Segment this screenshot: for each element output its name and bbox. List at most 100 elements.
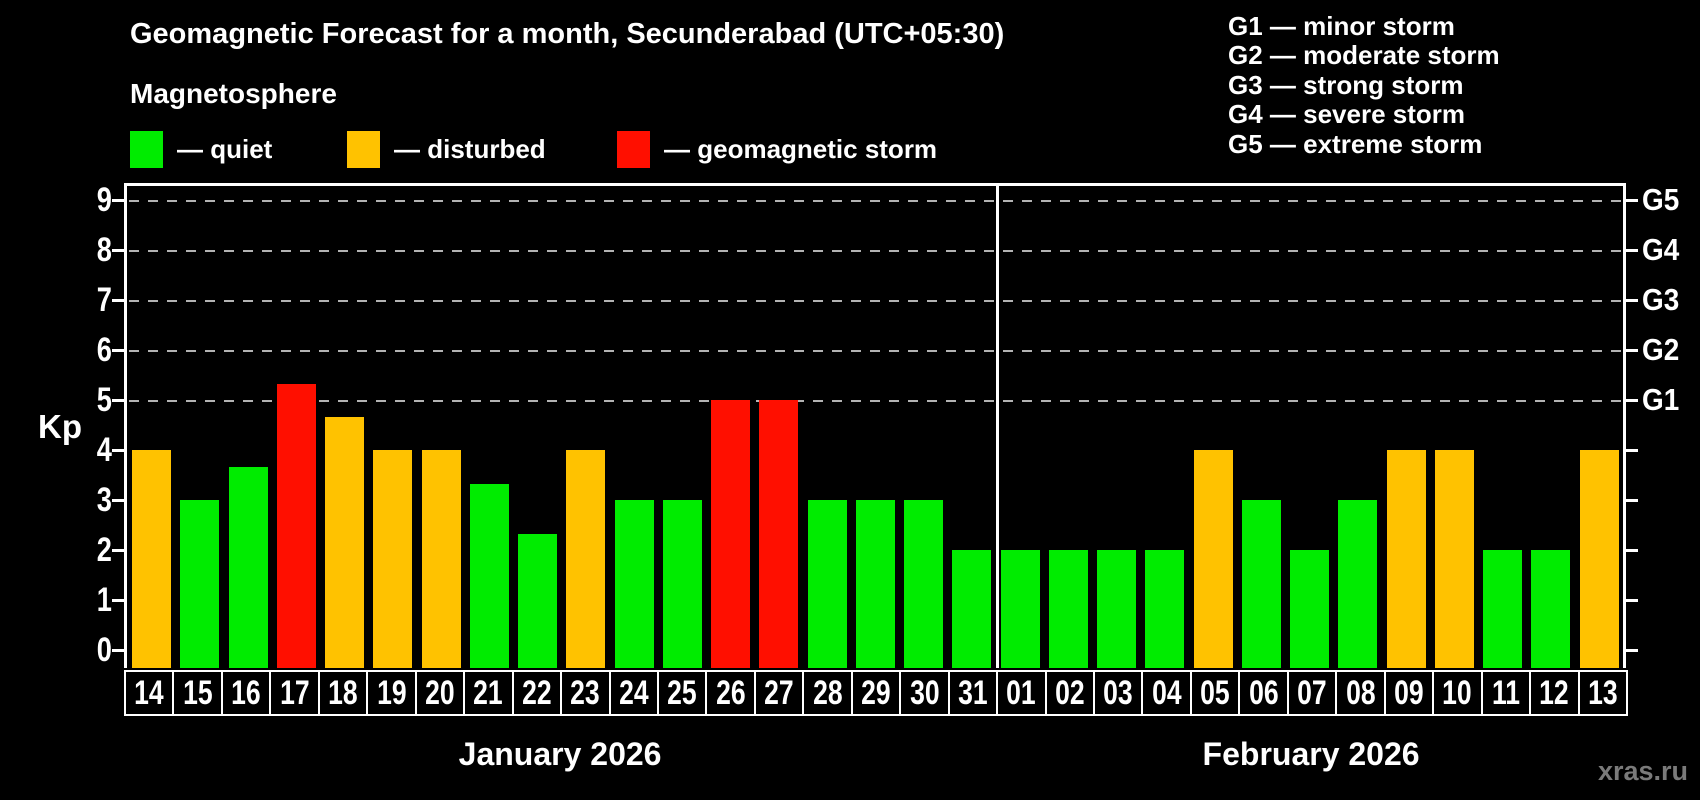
kp-bar <box>1338 500 1378 668</box>
g-axis-label: G5 <box>1642 182 1680 217</box>
date-box: 04 <box>1141 670 1192 716</box>
y-tick-mark-left <box>112 399 124 402</box>
chart-title: Geomagnetic Forecast for a month, Secund… <box>130 18 1005 50</box>
date-box: 24 <box>608 670 659 716</box>
date-box: 18 <box>317 670 369 716</box>
storm-legend-label: — geomagnetic storm <box>664 134 938 164</box>
date-box: 29 <box>850 670 902 716</box>
y-tick-label: 1 <box>96 581 112 619</box>
y-tick-mark-right <box>1626 449 1638 452</box>
date-box: 01 <box>996 670 1047 716</box>
date-box: 03 <box>1093 670 1144 716</box>
y-tick-mark-left <box>112 449 124 452</box>
date-box: 15 <box>172 670 223 716</box>
y-tick-label: 9 <box>96 181 112 219</box>
date-box: 12 <box>1529 670 1580 716</box>
kp-bar <box>180 500 220 668</box>
magnetosphere-label: Magnetosphere <box>130 78 337 109</box>
y-tick-label: 0 <box>96 631 112 669</box>
kp-bar <box>518 533 558 668</box>
kp-bar <box>1193 450 1233 668</box>
date-box: 07 <box>1286 670 1338 716</box>
g-axis-label: G3 <box>1642 282 1680 317</box>
y-tick-mark-left <box>112 499 124 502</box>
kp-bar <box>1000 550 1040 668</box>
date-axis: 14 15 16 17 18 19 20 21 22 23 24 25 26 27 28 29 30 31 01 02… <box>124 670 1628 716</box>
y-tick-mark-left <box>112 249 124 252</box>
kp-bar <box>1531 550 1571 668</box>
storm-legend-swatch <box>617 131 650 168</box>
kp-gridline <box>129 300 1621 302</box>
g-legend-line: G5 — extreme storm <box>1228 128 1483 159</box>
kp-bar <box>855 500 895 668</box>
kp-bar <box>373 450 413 668</box>
kp-bar <box>566 450 606 668</box>
date-box: 08 <box>1335 670 1386 716</box>
y-tick-mark-right <box>1626 399 1638 402</box>
kp-bar <box>1579 450 1619 668</box>
y-tick-mark-right <box>1626 499 1638 502</box>
month-label: February 2026 <box>1202 736 1420 772</box>
date-box: 13 <box>1577 670 1628 716</box>
g-scale-legend: G1 — minor storm G2 — moderate storm G3 — … <box>1228 11 1500 159</box>
y-axis-label: Kp <box>38 408 82 445</box>
kp-gridline <box>129 200 1621 202</box>
y-tick-label: 6 <box>96 331 112 369</box>
date-box: 09 <box>1383 670 1435 716</box>
date-box: 31 <box>947 670 999 716</box>
kp-bar <box>614 500 654 668</box>
date-box: 20 <box>414 670 466 716</box>
date-box: 23 <box>560 670 611 716</box>
kp-bar <box>1386 450 1426 668</box>
kp-bar <box>759 400 799 668</box>
y-tick-mark-right <box>1626 599 1638 602</box>
quiet-legend-label: — quiet <box>177 134 273 164</box>
y-tick-mark-left <box>112 299 124 302</box>
kp-bar <box>421 450 461 668</box>
kp-gridline <box>129 350 1621 352</box>
date-box: 25 <box>656 670 708 716</box>
y-tick-mark-right <box>1626 249 1638 252</box>
kp-gridline <box>129 400 1621 402</box>
kp-bar <box>1241 500 1281 668</box>
kp-bar <box>1483 550 1523 668</box>
y-tick-mark-left <box>112 649 124 652</box>
date-box: 11 <box>1480 670 1532 716</box>
y-tick-mark-right <box>1626 199 1638 202</box>
watermark: xras.ru <box>1597 756 1688 786</box>
date-box: 22 <box>511 670 563 716</box>
y-tick-mark-left <box>112 599 124 602</box>
g-axis-label: G4 <box>1642 232 1680 267</box>
kp-bar <box>904 500 944 668</box>
g-legend-line: G4 — severe storm <box>1228 99 1466 130</box>
kp-bar <box>952 550 992 668</box>
month-separator-line <box>995 186 999 668</box>
y-tick-mark-left <box>112 549 124 552</box>
date-box: 05 <box>1189 670 1241 716</box>
kp-gridline <box>129 250 1621 252</box>
kp-bar <box>276 383 316 668</box>
kp-bar <box>228 466 268 668</box>
kp-bar <box>807 500 847 668</box>
date-box: 14 <box>124 670 175 716</box>
y-tick-label: 7 <box>96 281 112 319</box>
date-box: 19 <box>366 670 417 716</box>
y-tick-label: 5 <box>96 381 112 419</box>
y-tick-mark-right <box>1626 649 1638 652</box>
y-tick-mark-right <box>1626 349 1638 352</box>
y-tick-label: 2 <box>96 531 112 569</box>
date-box: 27 <box>753 670 805 716</box>
kp-bar <box>1434 450 1474 668</box>
kp-bar <box>1290 550 1330 668</box>
date-box: 06 <box>1238 670 1289 716</box>
date-box: 21 <box>463 670 514 716</box>
month-label: January 2026 <box>458 736 662 772</box>
disturbed-legend-label: — disturbed <box>394 134 546 164</box>
date-box: 16 <box>220 670 272 716</box>
quiet-legend-swatch <box>130 131 163 168</box>
date-box: 30 <box>899 670 950 716</box>
g-legend-line: G1 — minor storm <box>1228 11 1455 41</box>
g-legend-line: G2 — moderate storm <box>1228 40 1500 71</box>
kp-bar <box>1145 550 1185 668</box>
